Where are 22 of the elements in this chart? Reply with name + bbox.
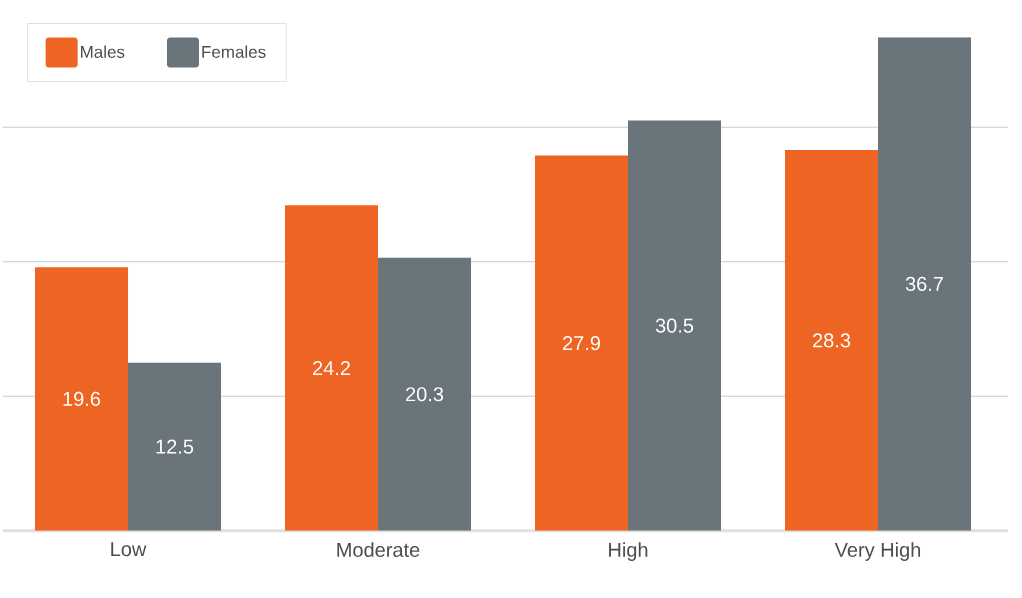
data-label: 30.5 — [655, 318, 694, 333]
data-label: 28.3 — [813, 333, 851, 348]
data-label: 12.5 — [156, 439, 194, 454]
legend-label: Males — [81, 45, 125, 58]
bar — [628, 120, 722, 531]
data-label: 20.3 — [406, 387, 444, 402]
data-label: 36.7 — [905, 276, 943, 292]
data-label: 24.2 — [313, 361, 350, 375]
data-label: 19.6 — [63, 391, 101, 407]
x-tick-label: Low — [111, 542, 147, 557]
bar — [378, 257, 472, 531]
bar — [785, 150, 879, 531]
x-tick-label: Moderate — [337, 542, 420, 557]
x-tick-label: High — [609, 542, 648, 561]
bar — [535, 155, 629, 531]
bar — [285, 205, 379, 531]
data-label: 27.9 — [563, 336, 601, 351]
bar — [878, 37, 972, 531]
bar — [128, 362, 221, 531]
legend-label: Females — [202, 45, 266, 58]
bar — [35, 267, 129, 531]
x-tick-label: Very High — [834, 542, 921, 561]
